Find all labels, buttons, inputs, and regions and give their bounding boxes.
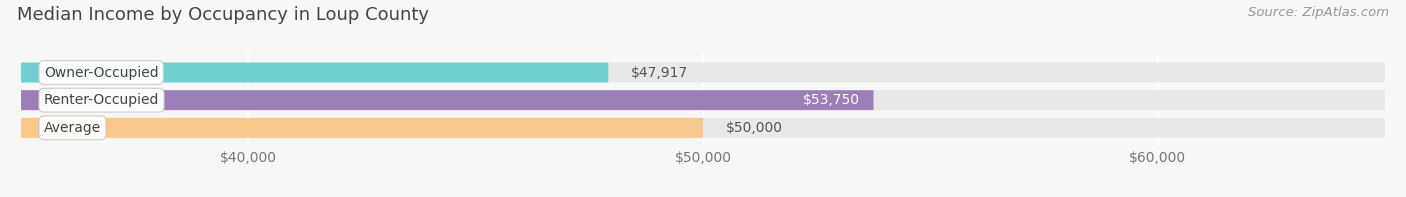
Text: Average: Average	[44, 121, 101, 135]
FancyBboxPatch shape	[21, 90, 873, 110]
FancyBboxPatch shape	[21, 90, 1385, 110]
Text: Source: ZipAtlas.com: Source: ZipAtlas.com	[1249, 6, 1389, 19]
FancyBboxPatch shape	[21, 118, 703, 138]
Text: $53,750: $53,750	[803, 93, 860, 107]
Text: Owner-Occupied: Owner-Occupied	[44, 66, 159, 80]
Text: $50,000: $50,000	[725, 121, 783, 135]
FancyBboxPatch shape	[21, 63, 1385, 83]
FancyBboxPatch shape	[21, 63, 609, 83]
FancyBboxPatch shape	[21, 118, 1385, 138]
Text: $47,917: $47,917	[631, 66, 689, 80]
Text: Median Income by Occupancy in Loup County: Median Income by Occupancy in Loup Count…	[17, 6, 429, 24]
Text: Renter-Occupied: Renter-Occupied	[44, 93, 159, 107]
